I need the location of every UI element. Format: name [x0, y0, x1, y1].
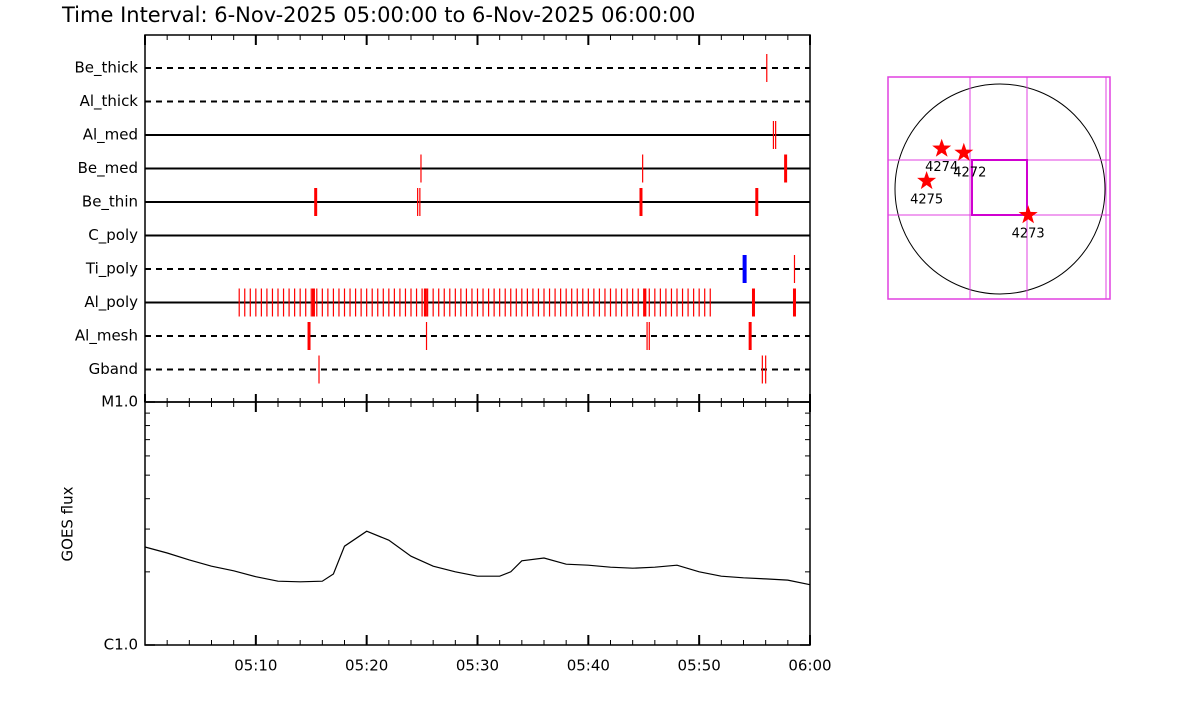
x-tick-label: 05:40: [567, 657, 610, 675]
region-label: 4274: [925, 160, 958, 175]
region-label: 4273: [1012, 227, 1045, 242]
row-label: Al_thick: [80, 92, 139, 111]
region-star: [917, 171, 937, 190]
region-label: 4275: [910, 192, 943, 207]
flux-frame: [144, 401, 811, 646]
row-label: Al_mesh: [75, 327, 138, 346]
row-label: Ti_poly: [85, 260, 138, 279]
x-tick-label: 05:20: [345, 657, 388, 675]
row-label: Be_thin: [82, 193, 138, 212]
region-label: 4272: [953, 165, 986, 180]
row-label: Be_thick: [74, 59, 138, 78]
region-star: [954, 142, 974, 161]
x-tick-label: 05:30: [456, 657, 499, 675]
region-star: [932, 138, 952, 157]
row-label: C_poly: [88, 226, 138, 245]
sun-map: [887, 76, 1111, 300]
y-tick-label: M1.0: [101, 393, 138, 411]
x-tick-label: 05:50: [678, 657, 721, 675]
flux-line: [144, 530, 811, 586]
row-label: Al_med: [83, 126, 138, 145]
y-tick-label: C1.0: [104, 636, 138, 654]
solar-disk: [894, 83, 1106, 295]
row-label: Be_med: [78, 159, 138, 178]
map-selected-box: [971, 159, 1028, 216]
map-frame: [887, 76, 1111, 300]
row-label: Al_poly: [84, 293, 138, 312]
x-tick-label: 05:10: [234, 657, 277, 675]
row-label: Gband: [89, 360, 138, 378]
y-axis-title: GOES flux: [59, 486, 77, 561]
region-star: [1018, 205, 1038, 224]
x-tick-label: 06:00: [788, 657, 831, 675]
chart-title: Time Interval: 6-Nov-2025 05:00:00 to 6-…: [61, 3, 695, 27]
timeline-frame: [144, 34, 811, 403]
